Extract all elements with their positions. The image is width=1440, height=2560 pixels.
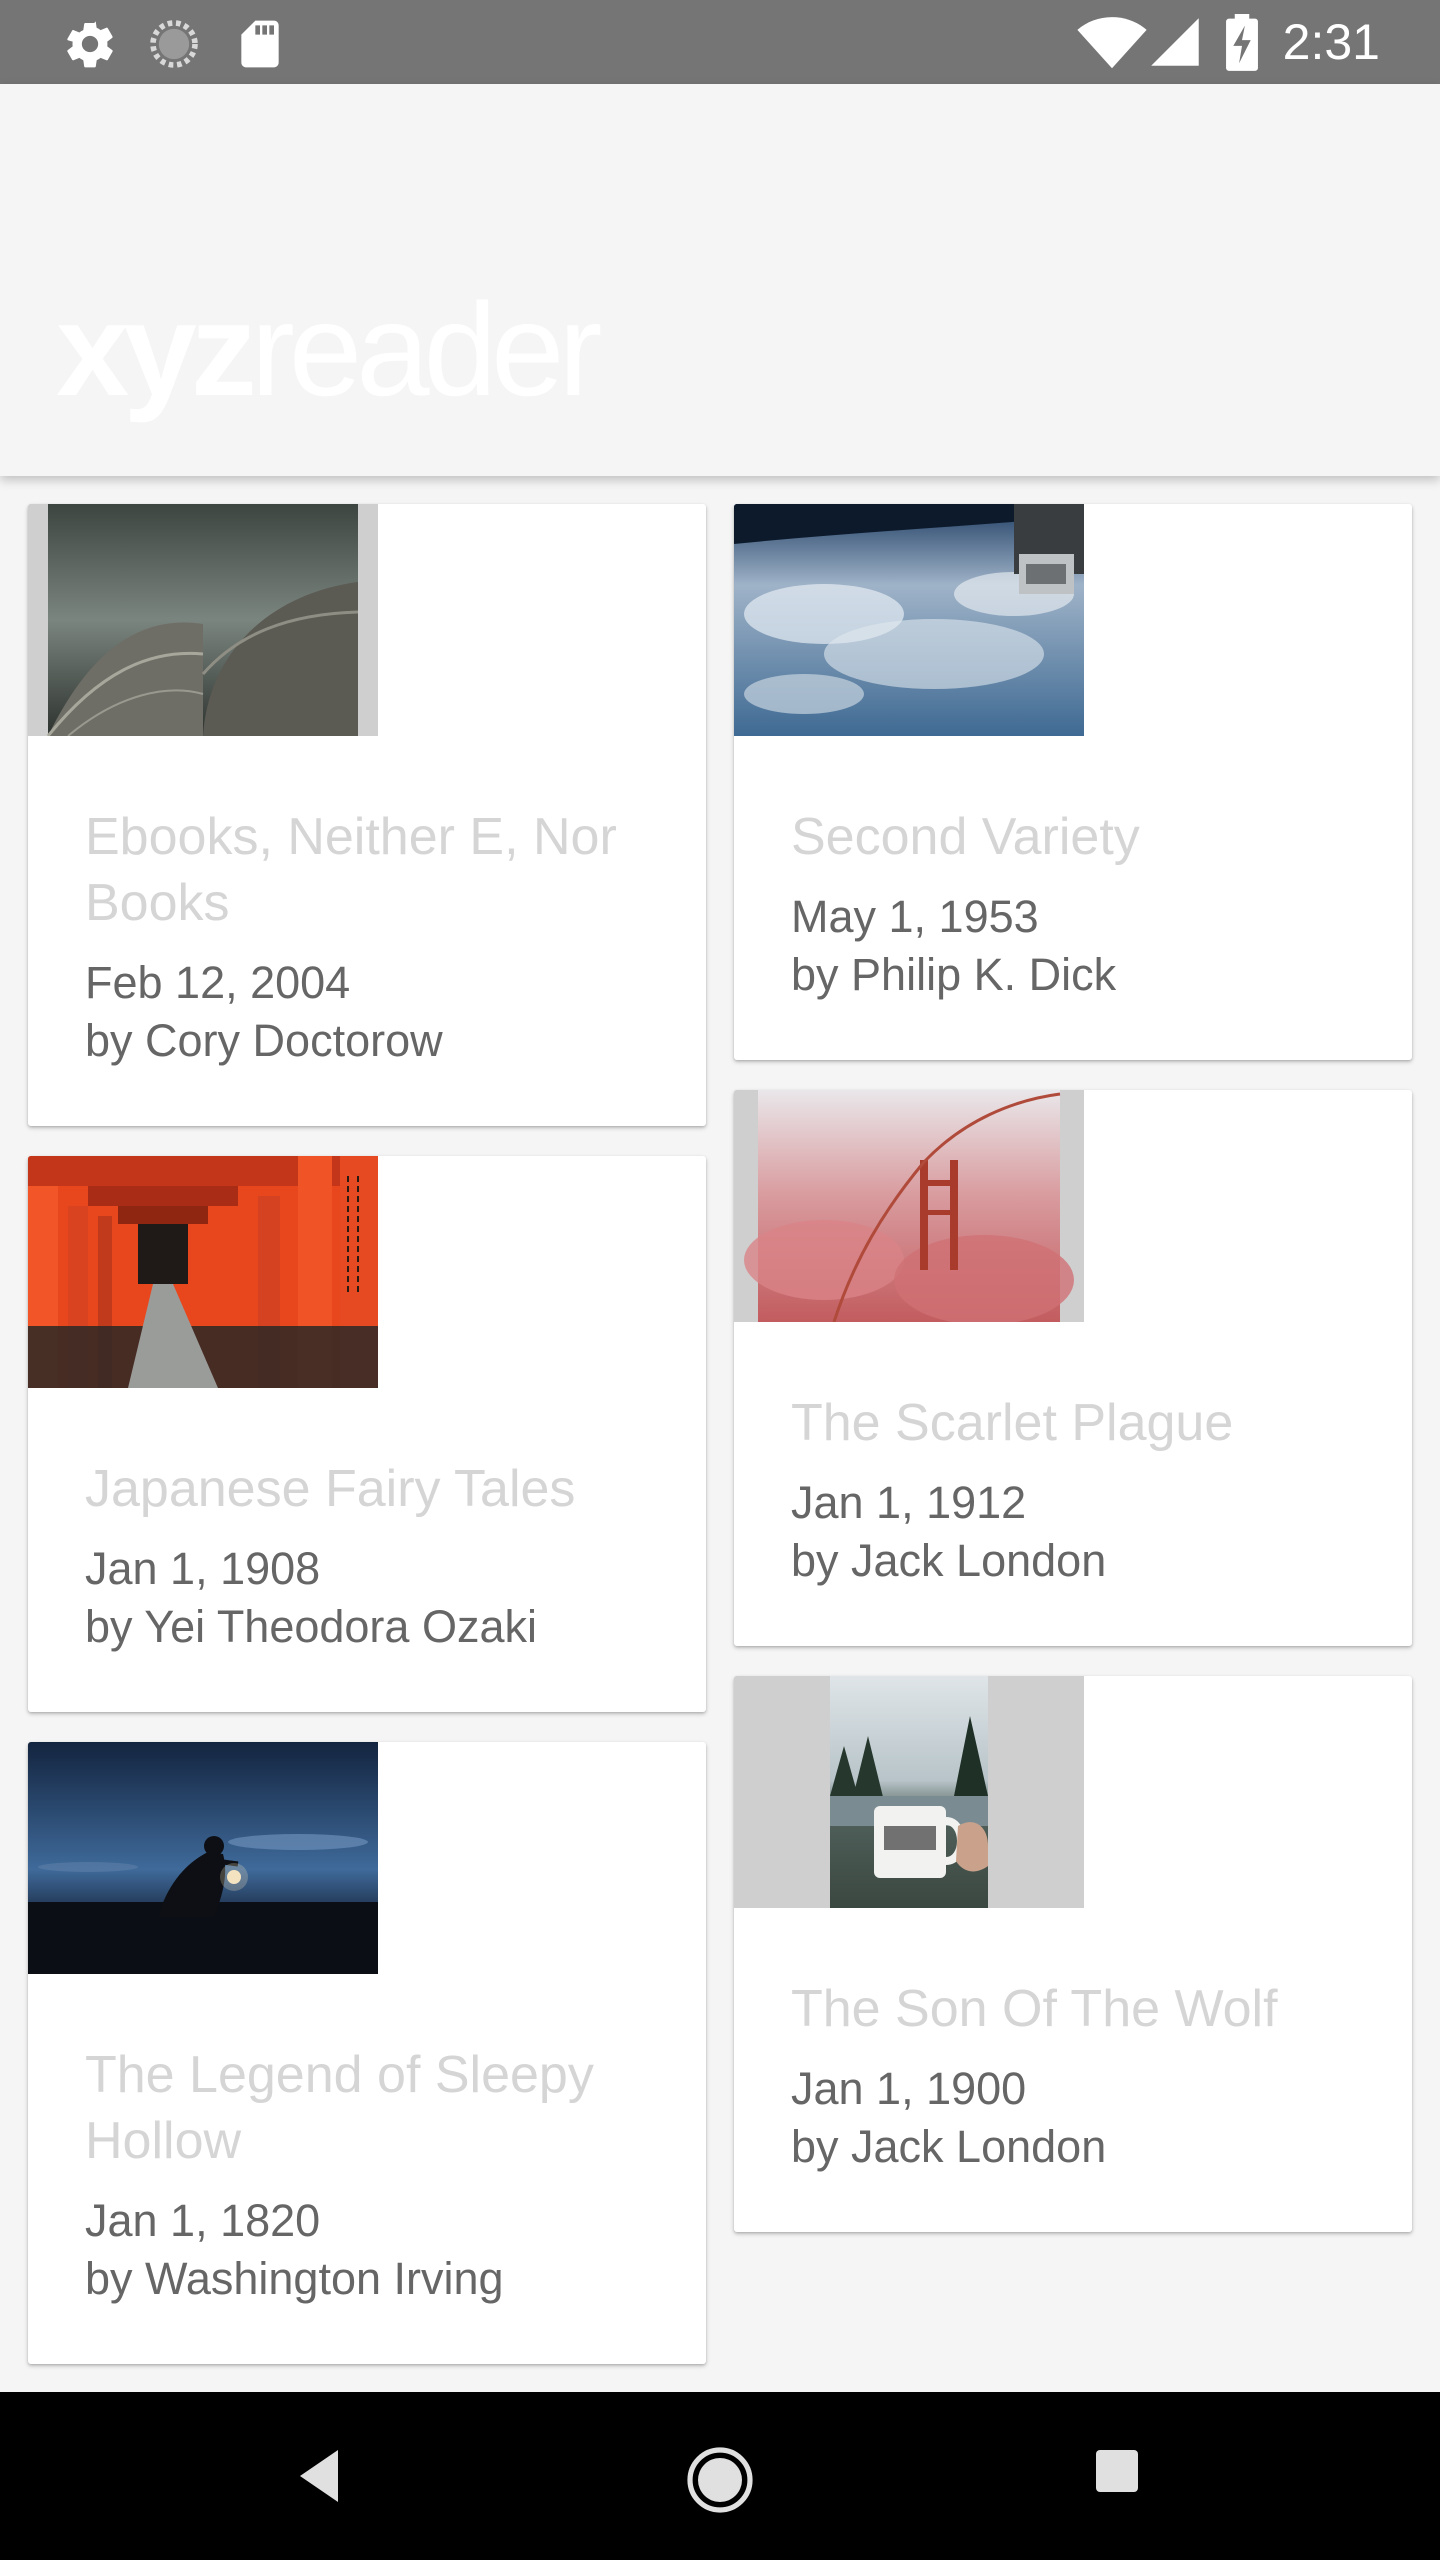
- clock: 2:31: [1283, 14, 1380, 70]
- article-card-2[interactable]: Second Variety May 1, 1953 by Philip K. …: [734, 504, 1412, 1060]
- architecture-photo: [28, 504, 378, 736]
- article-title: The Scarlet Plague: [791, 1390, 1391, 1456]
- article-card-5[interactable]: The Legend of Sleepy Hollow Jan 1, 1820 …: [28, 1742, 706, 2364]
- signal-icon: [1150, 16, 1200, 68]
- article-date: Feb 12, 2004: [85, 954, 350, 1012]
- article-title: The Son Of The Wolf: [791, 1976, 1391, 2042]
- article-author: by Cory Doctorow: [85, 1012, 443, 1070]
- article-grid: Ebooks, Neither E, Nor Books Feb 12, 200…: [0, 476, 1440, 2392]
- article-title: Second Variety: [791, 804, 1391, 870]
- logo-light-text: reader: [251, 276, 597, 423]
- article-card-1[interactable]: Ebooks, Neither E, Nor Books Feb 12, 200…: [28, 504, 706, 1126]
- navigation-bar: [0, 2392, 1440, 2560]
- article-date: Jan 1, 1900: [791, 2060, 1026, 2118]
- article-date: Jan 1, 1820: [85, 2192, 320, 2250]
- home-button[interactable]: [684, 2444, 756, 2516]
- adventure-mug-photo: [734, 1676, 1084, 1908]
- article-date: May 1, 1953: [791, 888, 1039, 946]
- sd-card-icon: [232, 16, 288, 72]
- earth-from-space-photo: [734, 504, 1084, 736]
- status-bar: 2:31: [0, 0, 1440, 84]
- torii-gates-photo: [28, 1156, 378, 1388]
- article-title: Ebooks, Neither E, Nor Books: [85, 804, 685, 936]
- sync-icon: [146, 16, 202, 72]
- battery-charging-icon: [1224, 14, 1260, 72]
- article-date: Jan 1, 1912: [791, 1474, 1026, 1532]
- article-author: by Philip K. Dick: [791, 946, 1116, 1004]
- article-date: Jan 1, 1908: [85, 1540, 320, 1598]
- recents-button[interactable]: [1094, 2448, 1140, 2494]
- article-card-6[interactable]: The Son Of The Wolf Jan 1, 1900 by Jack …: [734, 1676, 1412, 2232]
- article-author: by Jack London: [791, 2118, 1106, 2176]
- article-author: by Yei Theodora Ozaki: [85, 1598, 537, 1656]
- article-author: by Jack London: [791, 1532, 1106, 1590]
- app-bar: xyzreader: [0, 84, 1440, 476]
- article-card-4[interactable]: The Scarlet Plague Jan 1, 1912 by Jack L…: [734, 1090, 1412, 1646]
- logo-bold-text: xyz: [56, 276, 251, 423]
- article-title: The Legend of Sleepy Hollow: [85, 2042, 685, 2174]
- article-title: Japanese Fairy Tales: [85, 1456, 685, 1522]
- lantern-night-photo: [28, 1742, 378, 1974]
- back-button[interactable]: [290, 2444, 350, 2508]
- article-author: by Washington Irving: [85, 2250, 504, 2308]
- app-logo: xyzreader: [56, 280, 596, 420]
- wifi-icon: [1076, 14, 1148, 70]
- article-card-3[interactable]: Japanese Fairy Tales Jan 1, 1908 by Yei …: [28, 1156, 706, 1712]
- settings-icon: [62, 16, 118, 72]
- golden-gate-fog-photo: [734, 1090, 1084, 1322]
